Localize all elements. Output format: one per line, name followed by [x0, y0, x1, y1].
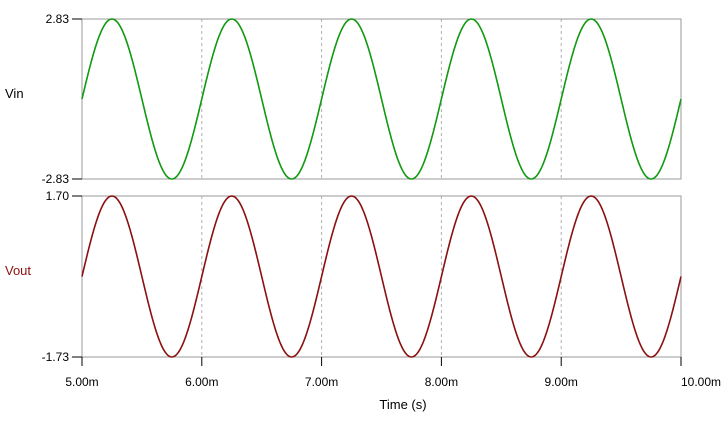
- vertical-gridlines: [201, 19, 562, 357]
- vin-series-line: [81, 18, 682, 180]
- x-tick-label: 7.00m: [305, 375, 338, 389]
- vin-series-label: Vin: [5, 86, 24, 101]
- vout-ymin-label: -1.73: [42, 350, 70, 364]
- x-tick-label: 9.00m: [545, 375, 578, 389]
- x-tick-label: 10.00m: [681, 375, 721, 389]
- x-tick-label: 6.00m: [185, 375, 218, 389]
- vout-series-line: [81, 195, 682, 358]
- vout-series-label: Vout: [5, 263, 31, 278]
- x-tick-label: 8.00m: [425, 375, 458, 389]
- vin-ymin-label: -2.83: [42, 172, 70, 186]
- x-tick-label: 5.00m: [65, 375, 98, 389]
- vin-ymax-label: 2.83: [46, 12, 70, 26]
- x-axis-label: Time (s): [379, 397, 426, 412]
- vout-ymax-label: 1.70: [46, 189, 70, 203]
- x-axis-ticks: 5.00m 6.00m 7.00m 8.00m 9.00m 10.00m: [65, 357, 721, 389]
